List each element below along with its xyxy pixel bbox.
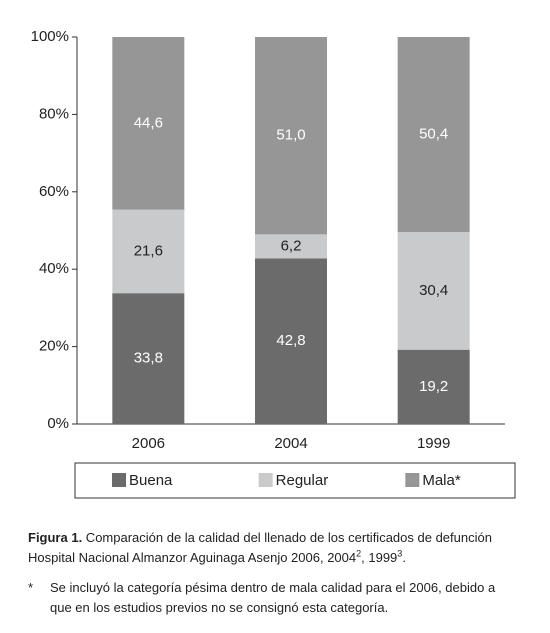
- data-label: 19,2: [419, 378, 448, 395]
- data-label: 50,4: [419, 125, 448, 142]
- data-label: 33,8: [134, 350, 163, 367]
- bar-segment: [397, 349, 470, 424]
- bar-segment: [255, 234, 327, 259]
- bar-segment: [255, 258, 327, 424]
- y-tick-label: 20%: [39, 338, 69, 355]
- caption-text: .: [402, 550, 406, 565]
- x-tick-label: 2004: [274, 435, 307, 452]
- legend-label: Regular: [276, 472, 329, 489]
- data-label: 44,6: [134, 114, 163, 131]
- data-label: 21,6: [134, 242, 163, 259]
- chart: 0% 20% 40% 60% 80% 100% 2006 33,8 21,6 44,6 2004 42…: [31, 28, 516, 499]
- caption-text: Comparación de la calidad del llenado de…: [28, 530, 492, 565]
- y-tick-label: 40%: [39, 260, 69, 277]
- x-tick-label: 1999: [417, 435, 450, 452]
- bar-segment: [397, 37, 470, 233]
- data-label: 42,8: [276, 332, 305, 349]
- y-tick-label: 0%: [47, 415, 69, 432]
- legend-box: [74, 462, 516, 499]
- caption-sup: 2: [356, 548, 362, 559]
- caption-text: , 1999: [361, 550, 398, 565]
- footnote-text: Se incluyó la categoría pésima dentro de…: [50, 580, 496, 615]
- bar-segment: [112, 37, 185, 210]
- y-tick-label: 80%: [39, 105, 69, 122]
- bar-segment: [112, 293, 185, 424]
- x-tick-label: 2006: [132, 435, 165, 452]
- legend-label: Buena: [129, 472, 173, 489]
- caption-sup: 3: [397, 548, 403, 559]
- bar-segment: [397, 232, 470, 350]
- bar-segment: [255, 37, 327, 235]
- legend-swatch: [258, 473, 273, 487]
- caption: Figura 1. Comparación de la calidad del …: [28, 528, 520, 568]
- caption-label: Figura 1.: [28, 530, 83, 545]
- legend-swatch: [405, 473, 420, 487]
- y-tick-label: 100%: [31, 28, 69, 45]
- data-label: 6,2: [281, 237, 302, 254]
- data-label: 30,4: [419, 282, 448, 299]
- legend-swatch: [112, 473, 126, 487]
- legend-label: Mala*: [422, 472, 461, 489]
- footnote-mark: *: [28, 580, 34, 595]
- data-label: 51,0: [276, 127, 305, 144]
- y-tick-label: 60%: [39, 183, 69, 200]
- footnote: * Se incluyó la categoría pésima dentro d…: [28, 578, 520, 618]
- bar-segment: [112, 209, 185, 294]
